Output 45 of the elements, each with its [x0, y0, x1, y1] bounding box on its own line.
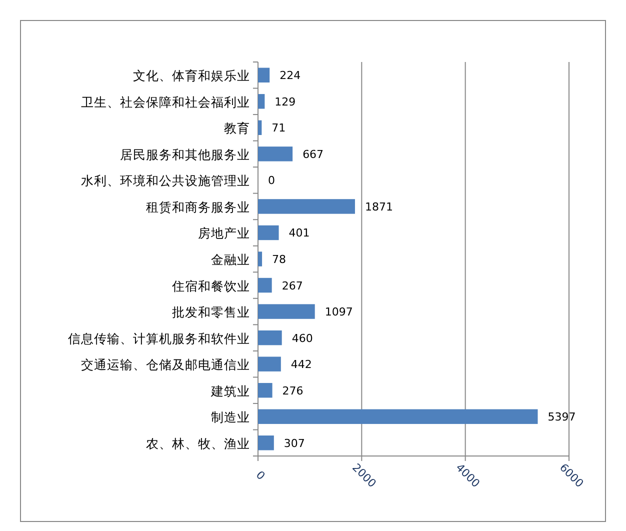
y-tick-label: 租赁和商务服务业 — [146, 199, 250, 214]
bar — [258, 278, 272, 293]
data-label: 78 — [272, 253, 286, 266]
data-label: 71 — [272, 122, 286, 135]
y-tick-label: 建筑业 — [210, 383, 250, 398]
bar — [258, 146, 293, 162]
data-label: 401 — [288, 226, 310, 240]
y-tick-label: 制造业 — [211, 410, 250, 425]
data-label: 5397 — [548, 410, 576, 424]
y-tick-label: 水利、环境和公共设施管理业 — [81, 173, 250, 188]
data-label: 460 — [292, 332, 313, 345]
y-tick-label: 批发和零售业 — [172, 304, 250, 320]
y-tick-label: 文化、体育和娱乐业 — [133, 68, 250, 84]
data-label: 129 — [274, 95, 296, 108]
y-tick-label: 金融业 — [211, 252, 250, 267]
bar — [258, 68, 270, 82]
bar — [258, 94, 265, 109]
y-tick-label: 住宿和餐饮业 — [171, 278, 250, 294]
bar — [258, 356, 281, 372]
bar — [258, 436, 274, 450]
data-label: 1871 — [364, 200, 393, 214]
y-tick-label: 交通运输、仓储及邮电通信业 — [81, 357, 250, 372]
data-label: 267 — [282, 279, 303, 292]
data-label: 224 — [280, 69, 301, 82]
bar — [258, 304, 315, 319]
bar — [258, 252, 262, 266]
y-tick-label: 房地产业 — [198, 226, 250, 241]
bar — [258, 120, 262, 136]
bar — [258, 199, 355, 214]
data-label: 0 — [268, 174, 275, 188]
bar — [258, 225, 279, 240]
bar — [258, 409, 538, 424]
y-tick-label: 居民服务和其他服务业 — [120, 146, 250, 162]
data-label: 667 — [302, 148, 324, 161]
data-label: 442 — [290, 358, 312, 372]
bar — [258, 330, 282, 346]
data-label: 307 — [284, 436, 305, 450]
y-tick-label: 信息传输、计算机服务和软件业 — [68, 330, 250, 346]
y-tick-label: 农、林、牧、渔业 — [146, 436, 250, 451]
data-label: 1097 — [324, 306, 353, 319]
y-tick-label: 卫生、社会保障和社会福利业 — [81, 94, 250, 110]
x-tick-label: 0 — [253, 468, 268, 483]
y-tick-label: 教育 — [224, 120, 250, 136]
bar — [258, 382, 272, 398]
data-label: 276 — [282, 384, 304, 398]
